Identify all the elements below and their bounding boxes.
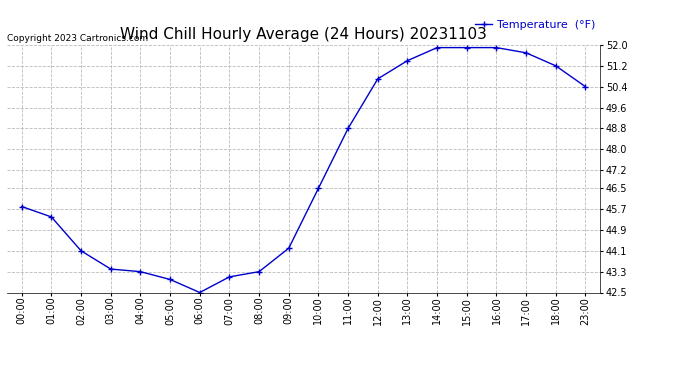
Temperature  (°F): [403, 58, 411, 63]
Temperature  (°F): [47, 215, 55, 219]
Temperature  (°F): [344, 126, 353, 130]
Temperature  (°F): [106, 267, 115, 271]
Legend: Temperature  (°F): Temperature (°F): [471, 15, 600, 34]
Temperature  (°F): [255, 269, 264, 274]
Temperature  (°F): [196, 290, 204, 295]
Temperature  (°F): [433, 45, 442, 50]
Temperature  (°F): [522, 51, 530, 55]
Title: Wind Chill Hourly Average (24 Hours) 20231103: Wind Chill Hourly Average (24 Hours) 202…: [120, 27, 487, 42]
Text: Copyright 2023 Cartronics.com: Copyright 2023 Cartronics.com: [7, 33, 148, 42]
Temperature  (°F): [493, 45, 501, 50]
Temperature  (°F): [225, 274, 233, 279]
Temperature  (°F): [374, 76, 382, 81]
Temperature  (°F): [315, 186, 323, 190]
Temperature  (°F): [77, 249, 86, 253]
Temperature  (°F): [462, 45, 471, 50]
Temperature  (°F): [137, 269, 145, 274]
Temperature  (°F): [285, 246, 293, 250]
Line: Temperature  (°F): Temperature (°F): [19, 45, 589, 295]
Temperature  (°F): [581, 84, 589, 89]
Temperature  (°F): [552, 64, 560, 68]
Temperature  (°F): [166, 277, 175, 282]
Temperature  (°F): [18, 204, 26, 209]
